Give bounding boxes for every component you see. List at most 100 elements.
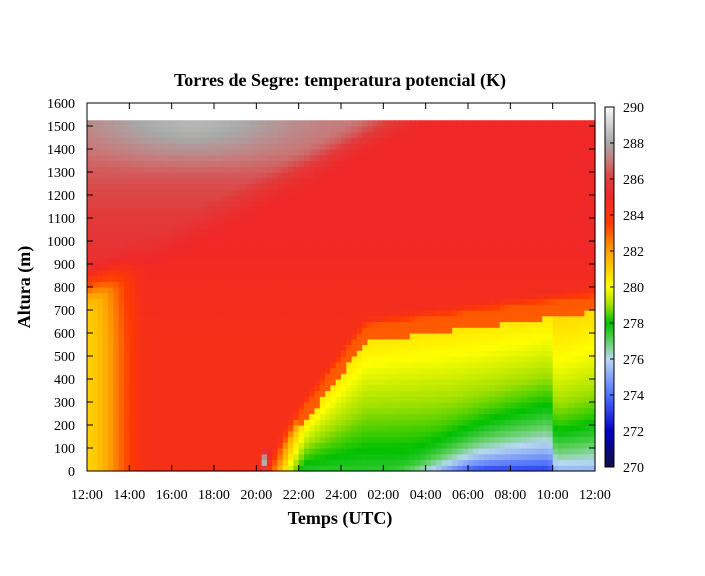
heatmap-cell xyxy=(139,195,146,202)
heatmap-cell xyxy=(303,120,310,127)
heatmap-cell xyxy=(171,459,178,466)
heatmap-cell xyxy=(134,183,141,190)
heatmap-cell xyxy=(219,200,226,208)
heatmap-cell xyxy=(341,258,347,265)
heatmap-cell xyxy=(203,172,210,179)
heatmap-cell xyxy=(192,149,199,156)
heatmap-cell xyxy=(367,120,374,127)
heatmap-cell xyxy=(515,327,522,334)
heatmap-cell xyxy=(415,292,421,300)
heatmap-cell xyxy=(341,126,347,133)
heatmap-cell xyxy=(367,327,374,334)
heatmap-cell xyxy=(341,264,347,271)
heatmap-cell xyxy=(139,396,146,403)
heatmap-cell xyxy=(102,154,109,162)
heatmap-cell xyxy=(293,315,300,323)
heatmap-cell xyxy=(494,436,501,443)
heatmap-cell xyxy=(219,413,226,420)
heatmap-cell xyxy=(441,298,448,305)
heatmap-cell xyxy=(192,252,199,259)
heatmap-cell xyxy=(457,269,464,277)
heatmap-cell xyxy=(256,177,263,185)
heatmap-cell xyxy=(118,384,125,392)
heatmap-cell xyxy=(367,160,374,167)
heatmap-cell xyxy=(446,177,453,185)
heatmap-cell xyxy=(351,298,358,305)
heatmap-cell xyxy=(134,137,141,144)
heatmap-cell xyxy=(425,350,432,357)
heatmap-cell xyxy=(483,143,490,150)
heatmap-cell xyxy=(436,137,443,144)
heatmap-cell xyxy=(224,131,231,139)
heatmap-cell xyxy=(251,258,257,265)
heatmap-cell xyxy=(288,183,294,190)
heatmap-cell xyxy=(462,327,469,334)
heatmap-cell xyxy=(441,373,448,380)
heatmap-cell xyxy=(224,407,231,415)
heatmap-cell xyxy=(266,379,273,386)
heatmap-cell xyxy=(298,327,305,334)
heatmap-cell xyxy=(441,149,448,156)
heatmap-cell xyxy=(150,465,157,472)
heatmap-cell xyxy=(92,120,99,127)
heatmap-cell xyxy=(161,149,167,156)
heatmap-cell xyxy=(87,361,93,369)
heatmap-cell xyxy=(430,390,437,397)
heatmap-cell xyxy=(145,235,152,242)
heatmap-cell xyxy=(251,390,257,397)
heatmap-cell xyxy=(288,126,294,133)
heatmap-cell xyxy=(452,137,459,144)
heatmap-cell xyxy=(87,465,93,472)
heatmap-cell xyxy=(420,436,427,443)
heatmap-cell xyxy=(457,361,464,369)
heatmap-cell xyxy=(161,304,167,311)
heatmap-cell xyxy=(319,321,326,328)
heatmap-cell xyxy=(325,459,332,466)
heatmap-cell xyxy=(362,195,369,202)
heatmap-cell xyxy=(208,453,215,461)
heatmap-cell xyxy=(288,241,294,248)
heatmap-cell xyxy=(409,212,416,219)
heatmap-cell xyxy=(462,465,469,472)
heatmap-cell xyxy=(404,241,411,248)
heatmap-cell xyxy=(134,310,141,317)
heatmap-cell xyxy=(351,407,358,415)
heatmap-cell xyxy=(436,396,443,403)
heatmap-cell xyxy=(346,333,353,340)
heatmap-cell xyxy=(489,200,496,208)
heatmap-cell xyxy=(235,137,242,144)
heatmap-cell xyxy=(425,407,432,415)
heatmap-cell xyxy=(97,356,104,363)
heatmap-cell xyxy=(293,149,300,156)
heatmap-cell xyxy=(430,430,437,438)
heatmap-cell xyxy=(108,430,115,438)
heatmap-cell xyxy=(319,131,326,139)
heatmap-cell xyxy=(441,361,448,369)
heatmap-cell xyxy=(341,200,347,208)
heatmap-cell xyxy=(298,465,305,472)
heatmap-cell xyxy=(134,315,141,323)
heatmap-cell xyxy=(118,390,125,397)
heatmap-cell xyxy=(124,275,130,282)
heatmap-cell xyxy=(198,384,205,392)
heatmap-cell xyxy=(145,223,152,231)
heatmap-cell xyxy=(198,356,205,363)
heatmap-cell xyxy=(372,356,379,363)
heatmap-cell xyxy=(208,402,215,409)
heatmap-cell xyxy=(288,459,294,466)
heatmap-cell xyxy=(319,223,326,231)
heatmap-cell xyxy=(124,264,130,271)
heatmap-cell xyxy=(235,287,242,294)
heatmap-cell xyxy=(118,166,125,173)
heatmap-cell xyxy=(272,149,279,156)
heatmap-cell xyxy=(171,229,178,236)
heatmap-cell xyxy=(483,200,490,208)
heatmap-cell xyxy=(330,442,337,449)
heatmap-cell xyxy=(478,172,485,179)
heatmap-cell xyxy=(473,137,480,144)
heatmap-cell xyxy=(452,390,459,397)
heatmap-cell xyxy=(462,223,469,231)
heatmap-cell xyxy=(393,390,400,397)
heatmap-cell xyxy=(415,333,421,340)
heatmap-cell xyxy=(393,356,400,363)
